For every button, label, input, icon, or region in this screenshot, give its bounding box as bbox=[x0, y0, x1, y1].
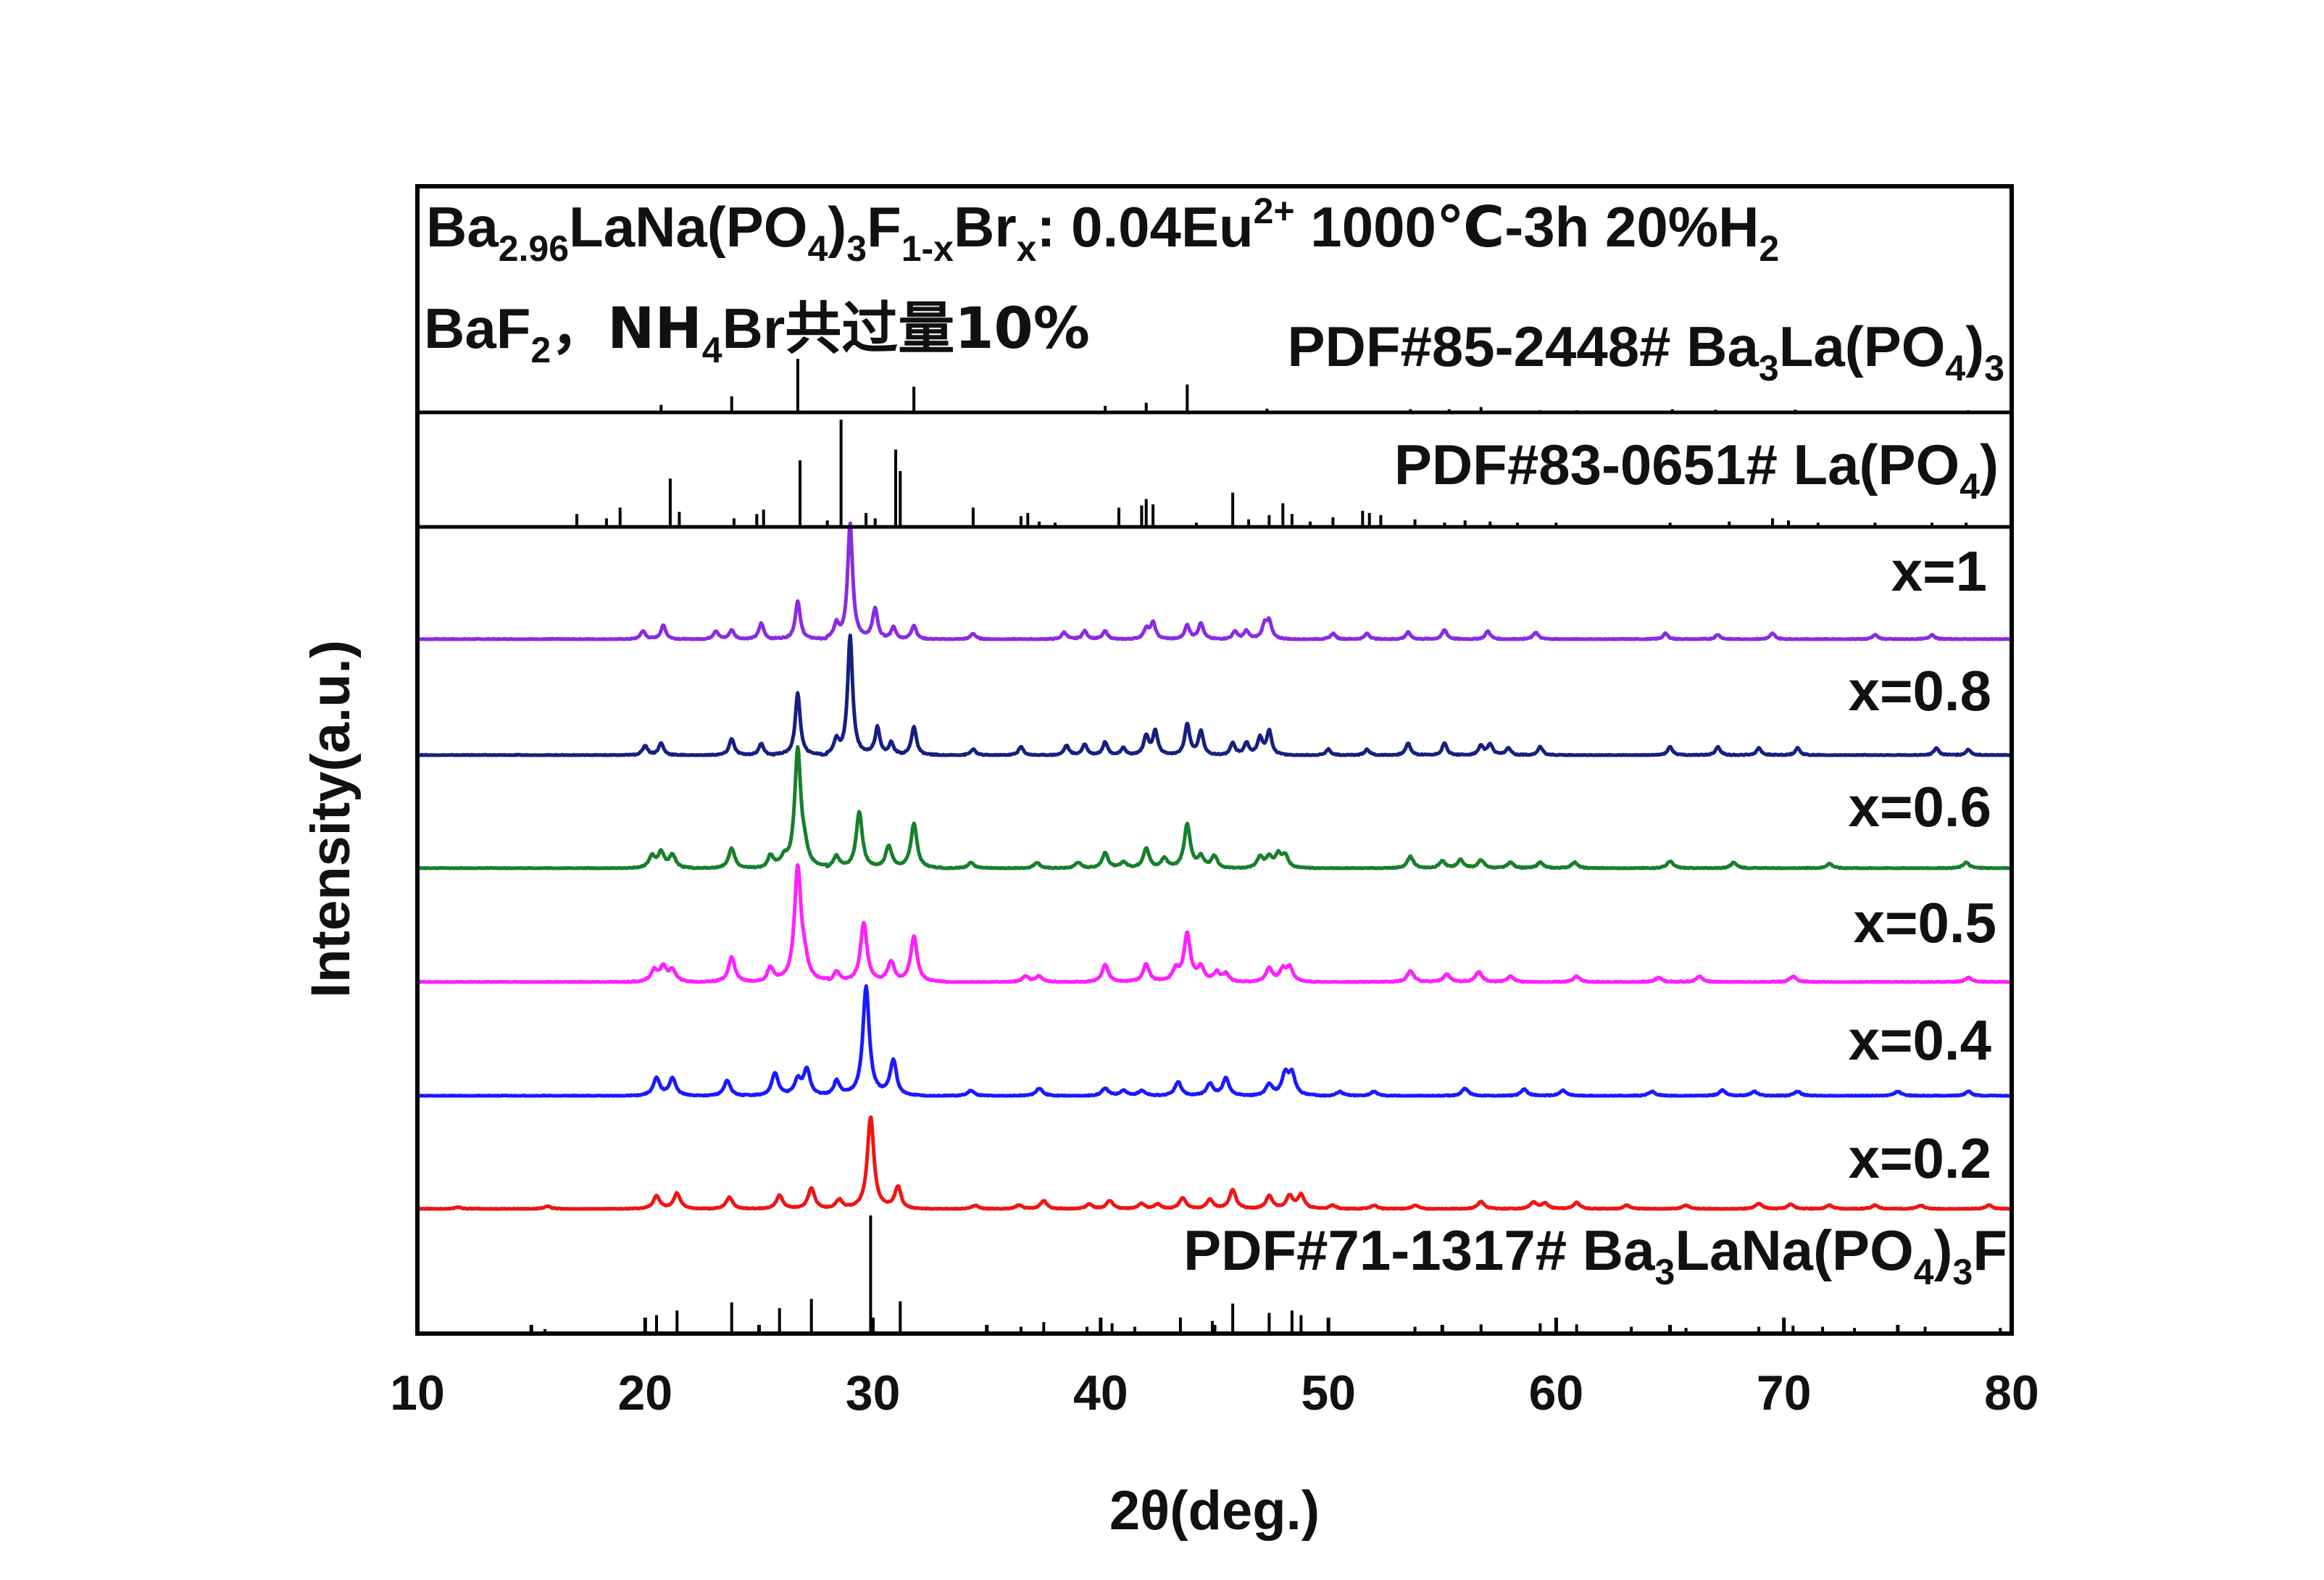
series-line-2 bbox=[416, 744, 2013, 870]
reference-label-85-2448: PDF#85-2448# Ba3La(PO4)3 bbox=[1287, 315, 2004, 388]
reference-label-83-0651: PDF#83-0651# La(PO4) bbox=[1394, 433, 1999, 507]
x-tick-label-80: 80 bbox=[1984, 1365, 2039, 1421]
x-axis-ticks: 10 20 30 40 50 60 70 80 bbox=[390, 1318, 2039, 1421]
series-line-4 bbox=[416, 984, 2013, 1098]
series-label-x-0-5: x=0.5 bbox=[1854, 891, 1996, 955]
series-line-0 bbox=[416, 521, 2013, 641]
series-line-5 bbox=[416, 1115, 2013, 1211]
series-label-x-0-6: x=0.6 bbox=[1849, 775, 1991, 839]
x-tick-label-10: 10 bbox=[390, 1365, 445, 1421]
x-tick-label-50: 50 bbox=[1301, 1365, 1356, 1421]
x-tick-label-20: 20 bbox=[617, 1365, 672, 1421]
x-axis-title: 2θ(deg.) bbox=[1109, 1480, 1320, 1542]
series-label-x-0-8: x=0.8 bbox=[1849, 659, 1991, 723]
series-line-1 bbox=[416, 633, 2013, 757]
x-tick-label-60: 60 bbox=[1529, 1365, 1584, 1421]
chart-title: Ba2.96LaNa(PO4)3F1-xBrx: 0.04Eu2+ 1000℃-… bbox=[426, 191, 1779, 269]
excess-note: BaF2，NH4Br共过量10% bbox=[424, 296, 1090, 370]
y-axis-title: Intensity(a.u.) bbox=[300, 640, 362, 998]
series-line-3 bbox=[416, 862, 2013, 984]
reference-label-71-1317: PDF#71-1317# Ba3LaNa(PO4)3F bbox=[1183, 1218, 2007, 1292]
series-label-x-0-2: x=0.2 bbox=[1849, 1126, 1991, 1190]
x-tick-label-70: 70 bbox=[1757, 1365, 1812, 1421]
xrd-series bbox=[416, 521, 2013, 1211]
series-label-x-0-4: x=0.4 bbox=[1849, 1008, 1991, 1072]
series-label-x-1: x=1 bbox=[1891, 539, 1987, 603]
x-tick-label-30: 30 bbox=[846, 1365, 901, 1421]
x-tick-label-40: 40 bbox=[1073, 1365, 1128, 1421]
